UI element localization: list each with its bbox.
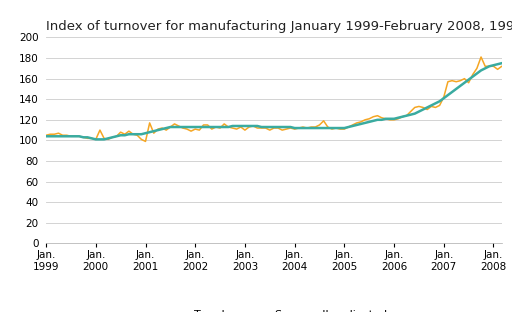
Text: Index of turnover for manufacturing January 1999-February 2008, 1998=100: Index of turnover for manufacturing Janu… (46, 21, 512, 33)
Legend: Trend, Seasonally adjusted: Trend, Seasonally adjusted (157, 305, 391, 312)
